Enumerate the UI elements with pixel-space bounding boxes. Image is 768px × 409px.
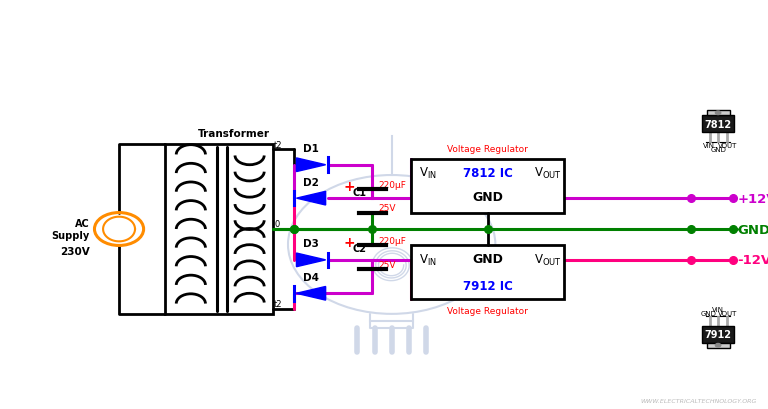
Bar: [702, 326, 734, 343]
Text: VIN: VIN: [712, 306, 724, 312]
Text: C2: C2: [353, 243, 366, 254]
Bar: [165, 145, 273, 314]
Circle shape: [716, 112, 720, 115]
Text: 230V: 230V: [60, 246, 90, 256]
Text: WWW.ELECTRICALTECHNOLOGY.ORG: WWW.ELECTRICALTECHNOLOGY.ORG: [640, 398, 756, 403]
Text: Transformer: Transformer: [198, 129, 270, 139]
Bar: [411, 246, 564, 300]
Text: t2: t2: [274, 299, 283, 308]
Text: 220μF: 220μF: [379, 180, 406, 189]
Text: 7912: 7912: [704, 330, 732, 339]
Text: D1: D1: [303, 144, 319, 154]
Bar: [702, 116, 734, 133]
Text: VIN: VIN: [703, 143, 715, 149]
Polygon shape: [296, 254, 326, 267]
Text: +12V: +12V: [737, 192, 768, 205]
Text: +: +: [343, 180, 356, 193]
Text: VOUT: VOUT: [717, 310, 737, 316]
Text: D2: D2: [303, 178, 319, 187]
Text: GND: GND: [710, 147, 726, 153]
Text: 0: 0: [274, 220, 280, 229]
Text: D3: D3: [303, 239, 319, 249]
Text: 7812: 7812: [704, 119, 732, 129]
Polygon shape: [296, 287, 326, 300]
Text: AC
Supply: AC Supply: [51, 219, 90, 240]
Text: 7912 IC: 7912 IC: [463, 280, 512, 293]
Text: t2: t2: [274, 140, 283, 149]
Text: $\mathsf{V_{OUT}}$: $\mathsf{V_{OUT}}$: [534, 252, 561, 267]
Polygon shape: [296, 159, 326, 172]
Text: $\mathsf{V_{IN}}$: $\mathsf{V_{IN}}$: [419, 165, 437, 180]
Text: 7812 IC: 7812 IC: [463, 166, 512, 179]
Text: D4: D4: [303, 272, 319, 282]
Text: VOUT: VOUT: [717, 143, 737, 149]
Text: $\mathsf{V_{OUT}}$: $\mathsf{V_{OUT}}$: [534, 165, 561, 180]
Circle shape: [716, 344, 720, 347]
Text: Voltage Regulator: Voltage Regulator: [447, 306, 528, 315]
Bar: [707, 111, 730, 116]
Text: GND: GND: [472, 253, 503, 266]
Text: 230VAC to ±12VDC - Dual Power Supply Circuit: 230VAC to ±12VDC - Dual Power Supply Cir…: [71, 13, 697, 37]
Text: C1: C1: [353, 187, 366, 197]
Text: 220μF: 220μF: [379, 237, 406, 246]
Text: GND: GND: [701, 310, 717, 316]
Text: GND: GND: [737, 223, 768, 236]
Text: 25V: 25V: [379, 261, 396, 270]
Text: GND: GND: [472, 190, 503, 203]
Text: Voltage Regulator: Voltage Regulator: [447, 145, 528, 154]
Polygon shape: [296, 192, 326, 205]
Text: +: +: [343, 236, 356, 250]
Text: $\mathsf{V_{IN}}$: $\mathsf{V_{IN}}$: [419, 252, 437, 267]
Bar: [411, 159, 564, 213]
Text: 25V: 25V: [379, 204, 396, 213]
Bar: [707, 343, 730, 348]
Text: -12V: -12V: [737, 254, 768, 267]
